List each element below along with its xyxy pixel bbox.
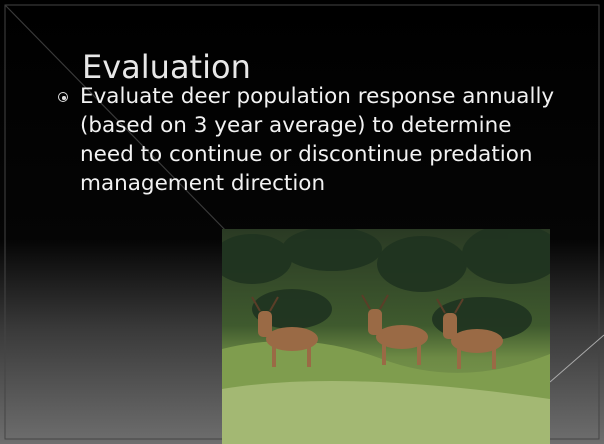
- deer-photo: [222, 229, 550, 444]
- bullet-list: Evaluate deer population response annual…: [56, 82, 556, 198]
- bullet: Evaluate deer population response annual…: [56, 82, 556, 198]
- slide-title: Evaluation: [82, 48, 251, 86]
